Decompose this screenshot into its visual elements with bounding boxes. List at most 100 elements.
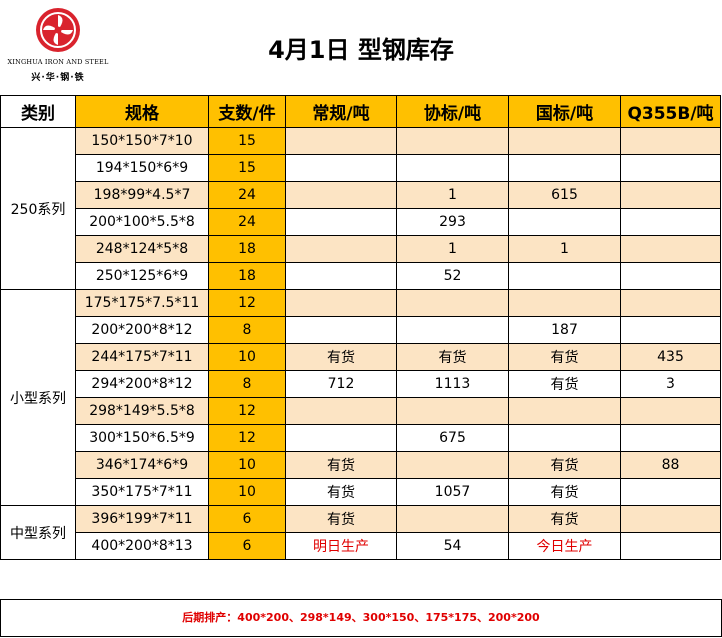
assoc-cell: 52 bbox=[396, 262, 509, 290]
spec-cell: 150*150*7*10 bbox=[75, 127, 209, 155]
regular-cell bbox=[285, 208, 397, 236]
count-cell: 10 bbox=[208, 343, 286, 371]
national-cell: 有货 bbox=[508, 505, 621, 533]
regular-cell bbox=[285, 289, 397, 317]
table-row: 300*150*6.5*9 12 675 bbox=[1, 424, 721, 452]
table-row: 198*99*4.5*7 24 1 615 bbox=[1, 181, 721, 209]
national-cell bbox=[508, 424, 621, 452]
national-cell: 有货 bbox=[508, 451, 621, 479]
category-cell: 小型系列 bbox=[0, 289, 76, 506]
q355b-cell bbox=[620, 424, 721, 452]
table-header-row: 类别 规格 支数/件 常规/吨 协标/吨 国标/吨 Q355B/吨 bbox=[0, 95, 721, 128]
table-row: 200*100*5.5*8 24 293 bbox=[1, 208, 721, 236]
regular-cell: 有货 bbox=[285, 451, 397, 479]
spec-cell: 294*200*8*12 bbox=[75, 370, 209, 398]
category-cell: 中型系列 bbox=[0, 505, 76, 560]
national-cell bbox=[508, 208, 621, 236]
table-row: 294*200*8*12 8 712 1113 有货 3 bbox=[1, 370, 721, 398]
count-cell: 10 bbox=[208, 478, 286, 506]
header-q355b: Q355B/吨 bbox=[620, 95, 721, 128]
q355b-cell: 88 bbox=[620, 451, 721, 479]
national-cell: 有货 bbox=[508, 370, 621, 398]
spec-cell: 346*174*6*9 bbox=[75, 451, 209, 479]
assoc-cell bbox=[396, 451, 509, 479]
count-cell: 12 bbox=[208, 289, 286, 317]
count-cell: 12 bbox=[208, 424, 286, 452]
logo-english-text: XINGHUA IRON AND STEEL bbox=[7, 58, 109, 66]
assoc-cell: 675 bbox=[396, 424, 509, 452]
table-row: 200*200*8*12 8 187 bbox=[1, 316, 721, 344]
assoc-cell: 1 bbox=[396, 181, 509, 209]
spec-cell: 396*199*7*11 bbox=[75, 505, 209, 533]
spec-cell: 350*175*7*11 bbox=[75, 478, 209, 506]
production-schedule-note: 后期排产：400*200、298*149、300*150、175*175、200… bbox=[0, 599, 722, 637]
q355b-cell bbox=[620, 154, 721, 182]
header-spec: 规格 bbox=[75, 95, 209, 128]
assoc-cell: 有货 bbox=[396, 343, 509, 371]
assoc-cell: 1 bbox=[396, 235, 509, 263]
regular-cell bbox=[285, 154, 397, 182]
spec-cell: 400*200*8*13 bbox=[75, 532, 209, 560]
count-cell: 8 bbox=[208, 316, 286, 344]
spec-cell: 300*150*6.5*9 bbox=[75, 424, 209, 452]
count-cell: 24 bbox=[208, 208, 286, 236]
spec-cell: 250*125*6*9 bbox=[75, 262, 209, 290]
count-cell: 8 bbox=[208, 370, 286, 398]
national-cell bbox=[508, 397, 621, 425]
regular-cell: 712 bbox=[285, 370, 397, 398]
table-row: 中型系列 396*199*7*11 6 有货 有货 bbox=[0, 505, 721, 560]
regular-cell: 明日生产 bbox=[285, 532, 397, 560]
spec-cell: 298*149*5.5*8 bbox=[75, 397, 209, 425]
spec-cell: 198*99*4.5*7 bbox=[75, 181, 209, 209]
assoc-cell bbox=[396, 154, 509, 182]
regular-cell bbox=[285, 424, 397, 452]
regular-cell: 有货 bbox=[285, 478, 397, 506]
count-cell: 10 bbox=[208, 451, 286, 479]
regular-cell bbox=[285, 127, 397, 155]
q355b-cell bbox=[620, 181, 721, 209]
count-cell: 18 bbox=[208, 262, 286, 290]
assoc-cell: 293 bbox=[396, 208, 509, 236]
count-cell: 15 bbox=[208, 127, 286, 155]
header-national: 国标/吨 bbox=[508, 95, 621, 128]
header-category: 类别 bbox=[0, 95, 76, 128]
assoc-cell: 1113 bbox=[396, 370, 509, 398]
header-regular: 常规/吨 bbox=[285, 95, 397, 128]
national-cell: 今日生产 bbox=[508, 532, 621, 560]
q355b-cell bbox=[620, 235, 721, 263]
count-cell: 15 bbox=[208, 154, 286, 182]
regular-cell bbox=[285, 397, 397, 425]
q355b-cell bbox=[620, 208, 721, 236]
regular-cell bbox=[285, 316, 397, 344]
national-cell: 1 bbox=[508, 235, 621, 263]
spec-cell: 194*150*6*9 bbox=[75, 154, 209, 182]
regular-cell bbox=[285, 235, 397, 263]
national-cell: 有货 bbox=[508, 478, 621, 506]
regular-cell: 有货 bbox=[285, 343, 397, 371]
inventory-table: 类别 规格 支数/件 常规/吨 协标/吨 国标/吨 Q355B/吨 250系列 1… bbox=[0, 95, 721, 560]
national-cell bbox=[508, 289, 621, 317]
national-cell bbox=[508, 127, 621, 155]
regular-cell bbox=[285, 181, 397, 209]
assoc-cell: 54 bbox=[396, 532, 509, 560]
table-row: 248*124*5*8 18 1 1 bbox=[1, 235, 721, 263]
assoc-cell bbox=[396, 397, 509, 425]
count-cell: 6 bbox=[208, 532, 286, 560]
table-row: 244*175*7*11 10 有货 有货 有货 435 bbox=[1, 343, 721, 371]
logo-chinese-text: 兴·华·钢·铁 bbox=[31, 73, 85, 83]
q355b-cell: 3 bbox=[620, 370, 721, 398]
assoc-cell bbox=[396, 289, 509, 317]
header-assoc: 协标/吨 bbox=[396, 95, 509, 128]
table-row: 250*125*6*9 18 52 bbox=[1, 262, 721, 290]
national-cell: 615 bbox=[508, 181, 621, 209]
assoc-cell bbox=[396, 127, 509, 155]
sheet-header: XINGHUA IRON AND STEEL 兴·华·钢·铁 4月1日 型钢库存 bbox=[0, 0, 722, 92]
spec-cell: 200*100*5.5*8 bbox=[75, 208, 209, 236]
spec-cell: 248*124*5*8 bbox=[75, 235, 209, 263]
table-row: 250系列 150*150*7*10 15 bbox=[0, 127, 721, 290]
pinwheel-logo-icon bbox=[36, 8, 80, 52]
header-count: 支数/件 bbox=[208, 95, 286, 128]
count-cell: 24 bbox=[208, 181, 286, 209]
q355b-cell bbox=[620, 262, 721, 290]
